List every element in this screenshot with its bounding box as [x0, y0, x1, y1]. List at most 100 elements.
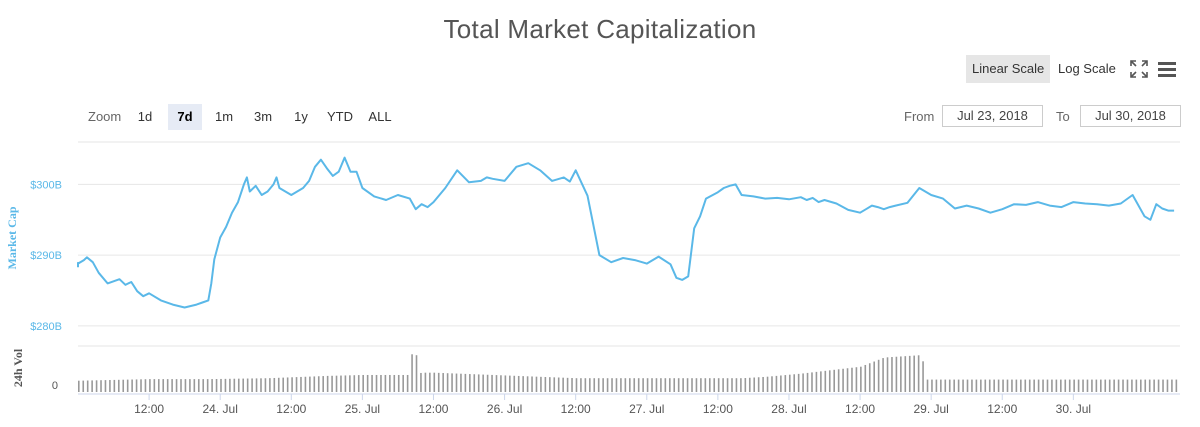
log-scale-button[interactable]: Log Scale [1058, 61, 1116, 76]
volume-bar [1126, 379, 1129, 392]
volume-bar [242, 378, 245, 392]
volume-bar [695, 378, 698, 392]
volume-bar [935, 379, 938, 392]
volume-bar [491, 374, 493, 392]
volume-bar [722, 378, 724, 392]
volume-bar [1086, 379, 1089, 392]
volume-bar [597, 378, 600, 392]
zoom-button-1y[interactable]: 1y [294, 109, 308, 124]
zoom-button-ytd[interactable]: YTD [327, 109, 353, 124]
zoom-label: Zoom [88, 109, 122, 124]
zoom-button-3m[interactable]: 3m [253, 109, 273, 124]
volume-bar [860, 366, 862, 392]
volume-bar [717, 378, 720, 392]
volume-bar [602, 378, 604, 392]
volume-bar [877, 359, 880, 392]
x-tick-label-10: 12:00 [845, 402, 875, 416]
volume-bar [149, 379, 151, 392]
volume-bar [757, 377, 760, 392]
from-date-input[interactable] [942, 105, 1043, 127]
volume-bar [740, 378, 742, 392]
volume-bar [1037, 379, 1040, 392]
volume-bar [1077, 379, 1080, 392]
from-label: From [904, 109, 935, 124]
volume-bar [846, 368, 849, 392]
volume-bar [1131, 379, 1133, 392]
volume-bar [202, 379, 205, 392]
volume-bar [291, 377, 293, 392]
volume-bar [220, 378, 222, 392]
volume-bar [113, 379, 116, 392]
volume-bar [206, 379, 209, 392]
volume-bar [175, 379, 178, 392]
volume-bar [766, 376, 769, 392]
volume-bar [353, 375, 356, 392]
volume-bar [1175, 379, 1178, 392]
volume-bar [171, 379, 173, 392]
volume-bar [229, 378, 231, 392]
volume-bar [784, 375, 787, 392]
volume-bar [157, 379, 160, 392]
volume-bar [1033, 379, 1035, 392]
volume-bar [304, 376, 307, 392]
volume-bar [1117, 379, 1120, 392]
volume-bar [1064, 379, 1067, 392]
zoom-button-all[interactable]: ALL [368, 109, 392, 124]
volume-bar [971, 379, 973, 392]
volume-bar [131, 379, 133, 392]
volume-bar [420, 372, 422, 392]
volume-bar [753, 377, 756, 392]
volume-bar [629, 378, 631, 392]
to-date-input[interactable] [1080, 105, 1181, 127]
menu-icon[interactable] [1156, 58, 1178, 80]
linear-scale-button[interactable]: Linear Scale [966, 55, 1051, 83]
zoom-button-1d[interactable]: 1d [137, 109, 153, 124]
chart-title: Total Market Capitalization [443, 14, 757, 44]
volume-bar [806, 372, 809, 392]
volume-bar [1171, 379, 1173, 392]
volume-bar [642, 378, 644, 392]
volume-bar [1157, 379, 1160, 392]
volume-bar [295, 377, 298, 392]
volume-bar [331, 375, 333, 392]
volume-bar [1028, 379, 1031, 392]
volume-bar [704, 378, 707, 392]
volume-bar [1122, 379, 1124, 392]
volume-bar [966, 379, 969, 392]
volume-bar [433, 372, 436, 392]
volume-bar [953, 379, 955, 392]
volume-bar [660, 378, 662, 392]
volume-bar [873, 361, 875, 392]
x-tick-label-6: 12:00 [561, 402, 591, 416]
volume-bar [166, 379, 169, 392]
volume-bar [224, 378, 227, 392]
volume-bar [931, 379, 933, 392]
volume-bar [1011, 379, 1013, 392]
volume-bar [495, 375, 498, 392]
x-tick-label-13: 30. Jul [1056, 402, 1091, 416]
zoom-button-1m[interactable]: 1m [214, 109, 234, 124]
volume-bar [735, 378, 738, 392]
x-tick-label-4: 12:00 [418, 402, 448, 416]
volume-bar [1051, 379, 1053, 392]
zoom-button-7d[interactable]: 7d [168, 104, 202, 130]
volume-bar [246, 378, 249, 392]
volume-bar [1002, 379, 1004, 392]
volume-bar [637, 378, 640, 392]
volume-bar [251, 378, 253, 392]
volume-bar [842, 368, 844, 392]
volume-bar [562, 377, 564, 392]
fullscreen-icon[interactable] [1128, 58, 1150, 80]
volume-bar [477, 374, 480, 392]
volume-bar [855, 367, 858, 392]
volume-bar [1020, 379, 1022, 392]
volume-bar [944, 379, 947, 392]
x-tick-label-12: 12:00 [987, 402, 1017, 416]
volume-bar [780, 375, 782, 392]
volume-bar [375, 374, 378, 392]
volume-bar [557, 377, 560, 392]
volume-bar [655, 378, 658, 392]
volume-bar [726, 378, 729, 392]
volume-bar [1015, 379, 1018, 392]
